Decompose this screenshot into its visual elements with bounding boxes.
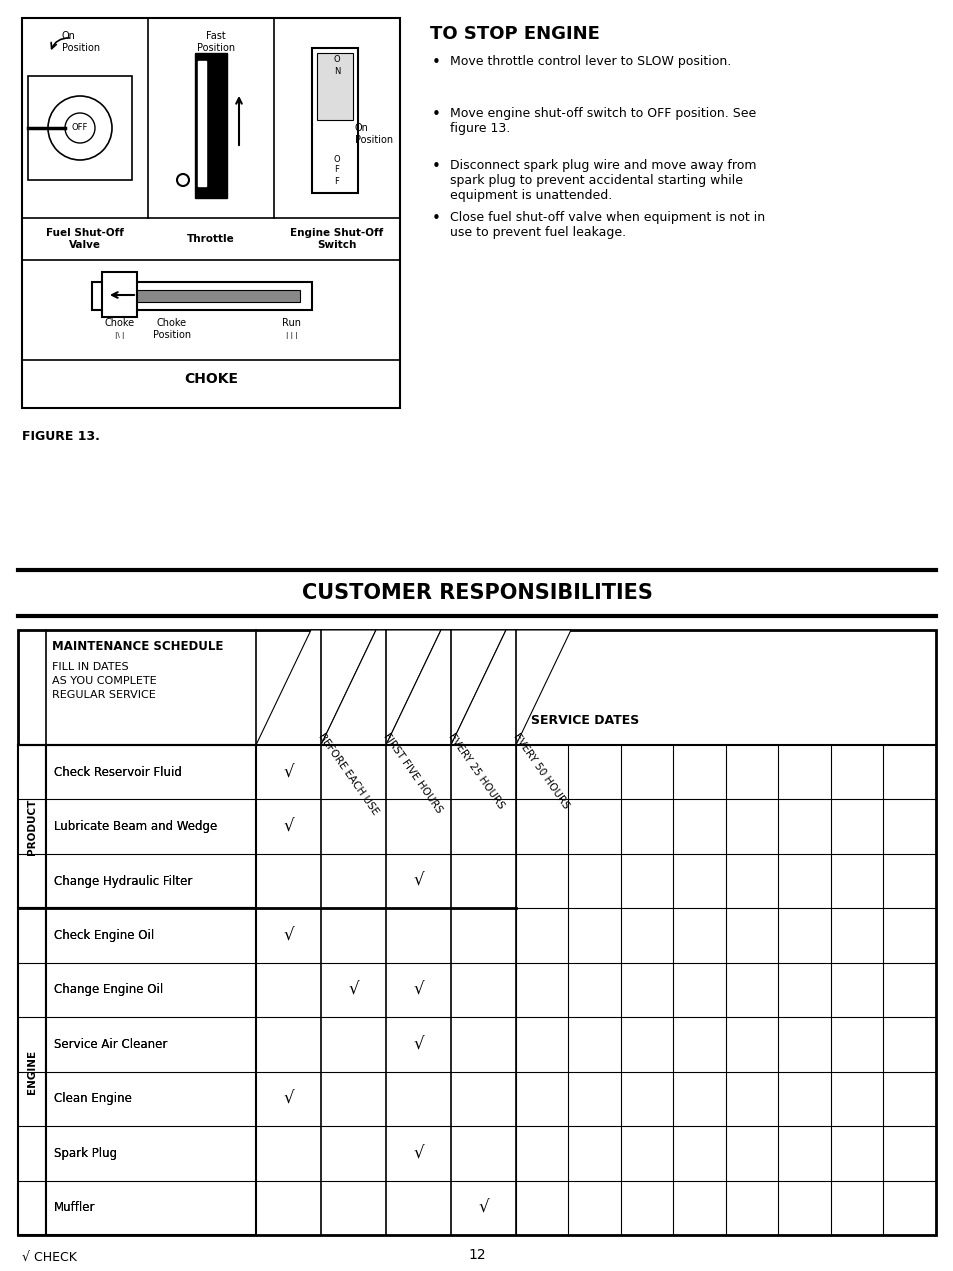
- Polygon shape: [386, 630, 505, 745]
- Text: O: O: [334, 56, 340, 65]
- Text: Close fuel shut-off valve when equipment is not in
use to prevent fuel leakage.: Close fuel shut-off valve when equipment…: [450, 211, 764, 239]
- Text: √: √: [283, 1091, 294, 1108]
- Text: √: √: [413, 872, 423, 890]
- Polygon shape: [255, 630, 375, 745]
- Text: |\ |: |\ |: [115, 332, 125, 339]
- Text: •: •: [432, 211, 440, 226]
- Bar: [18, 745, 46, 909]
- Text: Fast: Fast: [206, 31, 226, 41]
- Bar: [102, 272, 137, 316]
- Text: FIGURE 13.: FIGURE 13.: [22, 430, 100, 444]
- Text: Clean Engine: Clean Engine: [54, 1092, 132, 1106]
- Text: FIRST FIVE HOURS: FIRST FIVE HOURS: [380, 731, 443, 815]
- Text: On: On: [355, 123, 369, 133]
- Bar: [28, 76, 132, 180]
- Bar: [312, 48, 357, 193]
- Text: Position: Position: [355, 135, 393, 145]
- Text: Throttle: Throttle: [187, 234, 234, 244]
- Text: Service Air Cleaner: Service Air Cleaner: [54, 1038, 167, 1051]
- Text: Move engine shut-off switch to OFF position. See
figure 13.: Move engine shut-off switch to OFF posit…: [450, 107, 756, 135]
- Text: •: •: [432, 107, 440, 122]
- Text: Lubricate Beam and Wedge: Lubricate Beam and Wedge: [54, 820, 217, 834]
- Text: Choke: Choke: [105, 318, 135, 328]
- Text: Service Air Cleaner: Service Air Cleaner: [54, 1038, 167, 1051]
- Text: •: •: [432, 159, 440, 174]
- Text: Position: Position: [196, 43, 234, 53]
- Text: On: On: [62, 31, 76, 41]
- Bar: [46, 745, 255, 909]
- Bar: [194, 53, 227, 198]
- Text: √: √: [283, 763, 294, 782]
- Text: Change Engine Oil: Change Engine Oil: [54, 984, 163, 996]
- Text: Muffler: Muffler: [54, 1201, 95, 1214]
- Text: | | |: | | |: [286, 332, 297, 339]
- Text: CUSTOMER RESPONSIBILITIES: CUSTOMER RESPONSIBILITIES: [301, 583, 652, 602]
- Text: OFF: OFF: [71, 123, 88, 132]
- Text: Spark Plug: Spark Plug: [54, 1146, 117, 1160]
- Text: Muffler: Muffler: [54, 1201, 95, 1214]
- Bar: [91, 282, 312, 310]
- Text: Check Reservoir Fluid: Check Reservoir Fluid: [54, 765, 182, 779]
- Text: Check Engine Oil: Check Engine Oil: [54, 929, 154, 942]
- Text: √: √: [477, 1199, 488, 1216]
- Text: PRODUCT: PRODUCT: [27, 798, 37, 855]
- Text: BEFORE EACH USE: BEFORE EACH USE: [315, 731, 379, 816]
- Text: FILL IN DATES: FILL IN DATES: [52, 662, 129, 672]
- Text: MAINTENANCE SCHEDULE: MAINTENANCE SCHEDULE: [52, 641, 223, 653]
- Text: F: F: [335, 177, 339, 186]
- Bar: [22, 18, 399, 408]
- Bar: [104, 290, 299, 302]
- Text: √: √: [413, 1144, 423, 1163]
- Text: SERVICE DATES: SERVICE DATES: [531, 713, 639, 727]
- Text: Disconnect spark plug wire and move away from
spark plug to prevent accidental s: Disconnect spark plug wire and move away…: [450, 159, 756, 202]
- Text: √: √: [283, 927, 294, 944]
- Text: √: √: [413, 1036, 423, 1054]
- Text: CHOKE: CHOKE: [184, 372, 237, 386]
- Text: REGULAR SERVICE: REGULAR SERVICE: [52, 690, 155, 700]
- Text: EVERY 50 HOURS: EVERY 50 HOURS: [511, 731, 570, 811]
- Bar: [18, 909, 46, 1235]
- Text: 12: 12: [468, 1248, 485, 1262]
- Text: Engine Shut-Off
Switch: Engine Shut-Off Switch: [290, 229, 383, 250]
- Text: Change Hydraulic Filter: Change Hydraulic Filter: [54, 874, 193, 887]
- Text: Lubricate Beam and Wedge: Lubricate Beam and Wedge: [54, 820, 217, 834]
- Text: Run: Run: [282, 318, 301, 328]
- Text: Change Engine Oil: Change Engine Oil: [54, 984, 163, 996]
- Text: Spark Plug: Spark Plug: [54, 1146, 117, 1160]
- Text: TO STOP ENGINE: TO STOP ENGINE: [430, 25, 599, 43]
- Text: Fuel Shut-Off
Valve: Fuel Shut-Off Valve: [46, 229, 124, 250]
- Text: Choke
Position: Choke Position: [152, 318, 191, 339]
- Text: AS YOU COMPLETE: AS YOU COMPLETE: [52, 676, 156, 686]
- Text: Change Hydraulic Filter: Change Hydraulic Filter: [54, 874, 193, 887]
- Circle shape: [177, 174, 189, 186]
- Bar: [198, 61, 206, 186]
- Text: √ CHECK: √ CHECK: [22, 1251, 77, 1263]
- Polygon shape: [320, 630, 440, 745]
- Text: √: √: [348, 981, 358, 999]
- Text: √: √: [413, 981, 423, 999]
- Text: O: O: [334, 155, 340, 164]
- Bar: [316, 53, 353, 119]
- Bar: [46, 909, 255, 1235]
- Text: EVERY 25 HOURS: EVERY 25 HOURS: [446, 731, 505, 811]
- Bar: [18, 630, 935, 1235]
- Text: Position: Position: [62, 43, 100, 53]
- Text: •: •: [432, 55, 440, 70]
- Text: √: √: [283, 817, 294, 835]
- Text: Clean Engine: Clean Engine: [54, 1092, 132, 1106]
- Text: Move throttle control lever to SLOW position.: Move throttle control lever to SLOW posi…: [450, 55, 731, 69]
- Text: Check Reservoir Fluid: Check Reservoir Fluid: [54, 765, 182, 779]
- Polygon shape: [451, 630, 571, 745]
- Text: ENGINE: ENGINE: [27, 1050, 37, 1094]
- Text: N: N: [334, 67, 340, 76]
- Text: Check Engine Oil: Check Engine Oil: [54, 929, 154, 942]
- Text: F: F: [335, 165, 339, 174]
